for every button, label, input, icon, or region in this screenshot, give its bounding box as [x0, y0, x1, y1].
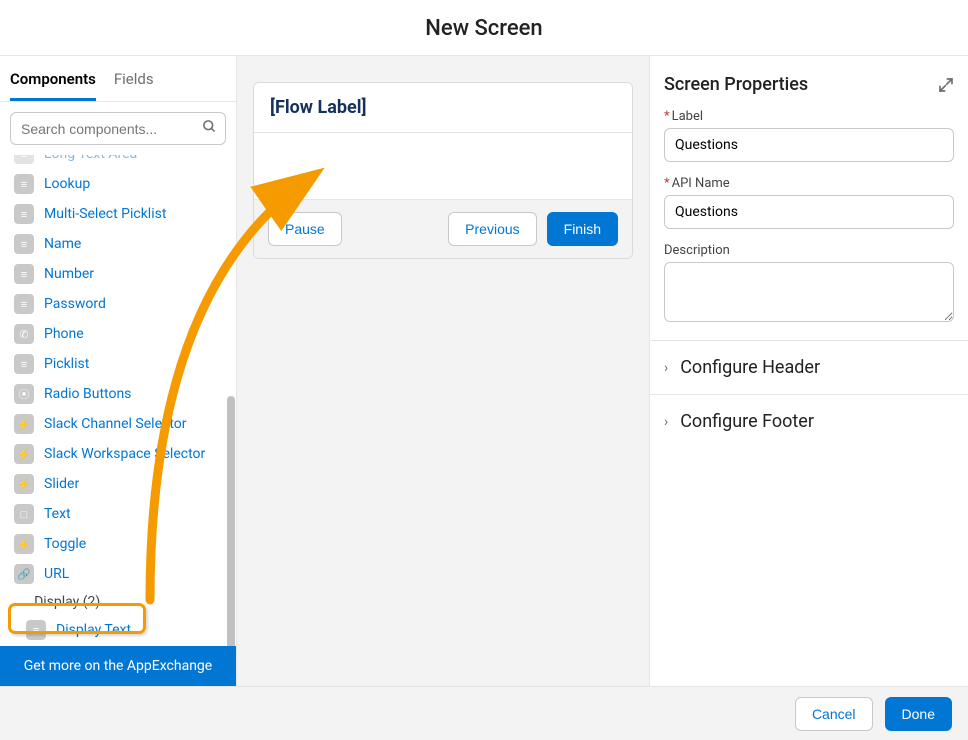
label-input[interactable] [664, 128, 954, 162]
properties-title: Screen Properties [664, 74, 808, 95]
component-label: Phone [44, 326, 84, 342]
component-label: Toggle [44, 536, 86, 552]
screen-body[interactable] [254, 133, 632, 199]
component-icon: ⚡ [14, 534, 34, 554]
component-icon: □ [14, 504, 34, 524]
component-label: Picklist [44, 356, 89, 372]
component-item[interactable]: ≡ Password [8, 289, 236, 319]
component-item[interactable]: ≡ Number [8, 259, 236, 289]
component-icon: ⦿ [14, 384, 34, 404]
tab-components[interactable]: Components [10, 70, 96, 101]
component-label: Radio Buttons [44, 386, 131, 402]
component-label: Slack Channel Selector [44, 416, 187, 432]
component-item[interactable]: ⚡ Toggle [8, 529, 236, 559]
component-icon: ⚡ [14, 474, 34, 494]
tab-fields[interactable]: Fields [114, 70, 154, 101]
component-icon: ≡ [14, 294, 34, 314]
properties-panel: Screen Properties *Label *API Name Descr… [650, 56, 968, 686]
component-icon: ≡ [14, 204, 34, 224]
apiname-input[interactable] [664, 195, 954, 229]
component-icon: ⚡ [14, 444, 34, 464]
description-field-label: Description [664, 243, 954, 258]
component-item[interactable]: □ Text [8, 499, 236, 529]
text-icon: ≡ [14, 155, 34, 164]
component-item[interactable]: ⚡ Slider [8, 469, 236, 499]
description-input[interactable] [664, 262, 954, 322]
apiname-field-label: *API Name [664, 176, 954, 191]
component-label: Name [44, 236, 81, 252]
component-label: Long Text Area [44, 155, 137, 162]
pause-button[interactable]: Pause [268, 212, 342, 246]
search-box[interactable] [10, 112, 226, 145]
left-panel: Components Fields ≡ Long Text Area ≡ Look… [0, 56, 237, 686]
component-label: Slack Workspace Selector [44, 446, 205, 462]
component-item[interactable]: 🔗 URL [8, 559, 236, 589]
label-field-label: *Label [664, 109, 954, 124]
expand-icon[interactable] [938, 77, 954, 93]
search-icon [202, 119, 217, 138]
component-item[interactable]: ⚡ Slack Channel Selector [8, 409, 236, 439]
component-label: Multi-Select Picklist [44, 206, 166, 222]
component-item[interactable]: ≡ Display Text [8, 615, 236, 645]
component-icon: ⚡ [14, 414, 34, 434]
configure-header-section[interactable]: › Configure Header [650, 341, 968, 395]
chevron-down-icon: ⌄ [14, 595, 24, 609]
component-item[interactable]: ≡ Name [8, 229, 236, 259]
component-icon: 🔗 [14, 564, 34, 584]
section-label: Configure Footer [680, 411, 814, 432]
canvas: [Flow Label] Pause Previous Finish [237, 56, 650, 686]
tabs: Components Fields [0, 56, 236, 102]
previous-button[interactable]: Previous [448, 212, 536, 246]
component-label: Number [44, 266, 94, 282]
component-item[interactable]: ⚡ Slack Workspace Selector [8, 439, 236, 469]
component-label: Password [44, 296, 106, 312]
finish-button[interactable]: Finish [547, 212, 618, 246]
component-label: Slider [44, 476, 79, 492]
scrollbar-thumb[interactable] [227, 396, 235, 646]
page-title: New Screen [0, 0, 968, 56]
component-item[interactable]: ≡Section [8, 645, 236, 646]
component-icon: ≡ [14, 354, 34, 374]
display-group-header[interactable]: ⌄ Display (2) [8, 589, 236, 615]
done-button[interactable]: Done [885, 697, 952, 731]
appexchange-button[interactable]: Get more on the AppExchange [0, 646, 236, 686]
component-label: Display Text [56, 622, 131, 638]
group-label: Display (2) [34, 594, 100, 610]
component-item[interactable]: ≡ Lookup [8, 169, 236, 199]
configure-footer-section[interactable]: › Configure Footer [650, 395, 968, 448]
screen-header[interactable]: [Flow Label] [254, 83, 632, 133]
component-item[interactable]: ≡ Long Text Area [8, 155, 236, 169]
component-label: Lookup [44, 176, 90, 192]
search-input[interactable] [21, 121, 202, 137]
component-icon: ≡ [14, 264, 34, 284]
component-icon: ≡ [14, 234, 34, 254]
component-item[interactable]: ✆ Phone [8, 319, 236, 349]
chevron-right-icon: › [664, 360, 668, 376]
component-item[interactable]: ⦿ Radio Buttons [8, 379, 236, 409]
component-icon: ✆ [14, 324, 34, 344]
component-label: URL [44, 566, 69, 582]
component-item[interactable]: ≡ Picklist [8, 349, 236, 379]
section-label: Configure Header [680, 357, 820, 378]
chevron-right-icon: › [664, 414, 668, 430]
scrollbar-track[interactable] [226, 155, 236, 646]
component-icon: ≡ [26, 620, 46, 640]
cancel-button[interactable]: Cancel [795, 697, 873, 731]
component-list: ≡ Long Text Area ≡ Lookup ≡ Multi-Select Pi… [0, 155, 236, 646]
footer-bar: Cancel Done [0, 686, 968, 740]
screen-footer: Pause Previous Finish [254, 199, 632, 258]
component-icon: ≡ [14, 174, 34, 194]
component-item[interactable]: ≡ Multi-Select Picklist [8, 199, 236, 229]
screen-card[interactable]: [Flow Label] Pause Previous Finish [253, 82, 633, 259]
component-label: Text [44, 506, 71, 522]
